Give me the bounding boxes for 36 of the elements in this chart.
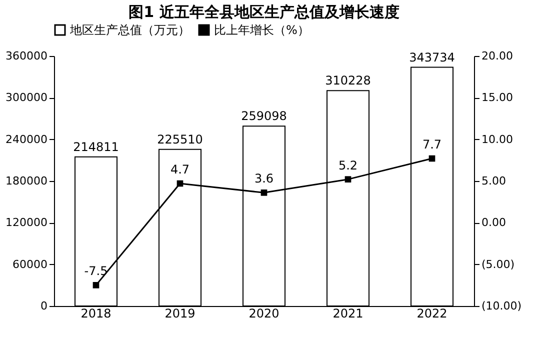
- data-label: 5.2: [338, 158, 358, 172]
- y-tick-label: 180000: [6, 174, 48, 188]
- legend-label: 比上年增长（%）: [214, 23, 310, 37]
- x-tick-label: 2021: [332, 306, 364, 320]
- y2-tick-label: 20.00: [482, 50, 513, 62]
- data-label: 259098: [241, 109, 287, 124]
- data-label: 343734: [409, 50, 455, 64]
- chart-title: 图1 近五年全县地区生产总值及增长速度: [128, 3, 400, 21]
- data-label: 7.7: [422, 138, 442, 152]
- y-tick-label: 240000: [6, 132, 48, 146]
- legend-label: 地区生产总值（万元）: [69, 23, 190, 37]
- x-tick-label: 2022: [416, 306, 448, 320]
- y-tick-label: 120000: [6, 216, 48, 230]
- y2-tick-label: (5.00): [482, 258, 515, 271]
- y2-tick-label: 15.00: [482, 91, 513, 104]
- y-tick-label: 360000: [6, 50, 48, 62]
- point: [176, 180, 184, 187]
- y2-tick-label: 5.00: [482, 174, 506, 188]
- data-label: 310228: [325, 74, 371, 88]
- y-tick-label: 300000: [6, 91, 48, 104]
- y-tick-label: 60000: [12, 258, 48, 271]
- y-tick-label: 0: [40, 300, 48, 312]
- y2-tick-label: 0.00: [482, 216, 506, 230]
- point: [344, 176, 352, 182]
- point: [92, 282, 100, 288]
- data-label: 3.6: [254, 172, 274, 186]
- data-label: 214811: [73, 140, 119, 154]
- point: [260, 190, 268, 196]
- point: [428, 155, 436, 162]
- x-tick-label: 2018: [80, 306, 112, 320]
- y2-tick-label: (10.00): [482, 300, 522, 312]
- y2-tick-label: 10.00: [482, 132, 513, 146]
- data-label: 225510: [157, 132, 203, 146]
- data-label: 4.7: [170, 162, 190, 176]
- x-tick-label: 2020: [248, 306, 280, 320]
- x-tick-label: 2019: [164, 306, 196, 320]
